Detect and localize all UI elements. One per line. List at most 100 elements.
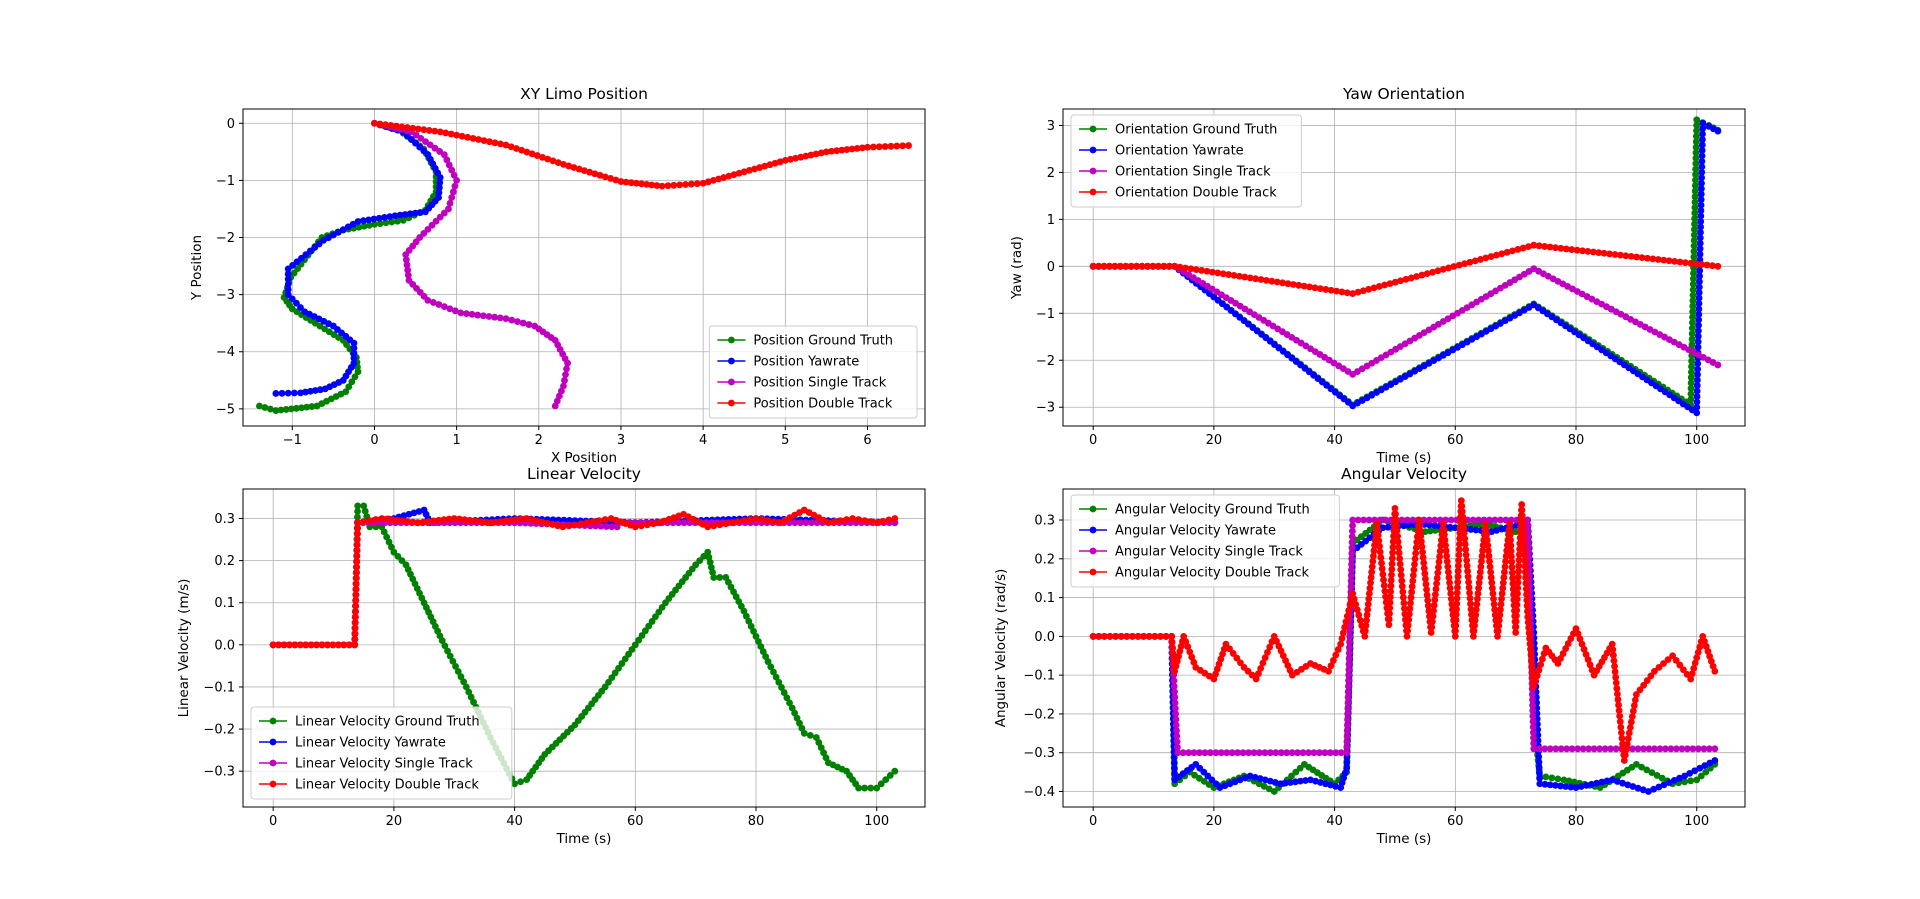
chart-linvel: 0 20 40 60 80 100 −0.3 −0.2 −0.1 0.0 0.1 0.2 0.3 Line… [176, 465, 926, 847]
data-point [891, 767, 899, 775]
data-point [1526, 635, 1533, 642]
data-point [680, 519, 688, 527]
data-point [475, 136, 482, 143]
data-point [1234, 749, 1242, 757]
data-point [1616, 718, 1624, 726]
data-point [1475, 584, 1482, 592]
data-point [1520, 534, 1527, 542]
series-xy-2 [371, 119, 571, 410]
data-point [1409, 516, 1417, 524]
x-tick-label: 80 [1568, 433, 1585, 448]
data-point [855, 516, 863, 523]
data-point [450, 515, 458, 522]
data-point [1518, 501, 1526, 508]
data-point [1385, 615, 1393, 623]
data-point [1681, 772, 1689, 780]
data-point [1478, 552, 1486, 560]
data-point [817, 149, 825, 157]
data-point [1529, 712, 1537, 720]
data-point [351, 635, 359, 643]
data-point [658, 182, 666, 190]
data-point [1530, 745, 1538, 753]
data-point [496, 314, 504, 322]
data-point [638, 632, 646, 639]
data-point [402, 251, 410, 259]
data-point [450, 171, 458, 179]
data-point [571, 521, 579, 529]
data-point [406, 210, 414, 218]
data-point [762, 653, 770, 661]
legend-marker [1089, 146, 1097, 154]
data-point [1436, 553, 1444, 560]
data-point [1416, 521, 1424, 529]
data-point [293, 299, 300, 307]
data-point [1714, 127, 1722, 135]
data-point [351, 613, 359, 621]
data-point [1487, 574, 1495, 581]
data-point [1264, 648, 1271, 656]
data-point [430, 517, 437, 525]
data-point [1348, 538, 1356, 546]
x-axis-label: Time (s) [1376, 831, 1432, 847]
series-xy-3 [371, 119, 912, 190]
data-point [446, 199, 454, 207]
data-point [1562, 783, 1570, 790]
data-point [1347, 572, 1355, 579]
x-tick-label: 20 [386, 814, 403, 829]
data-point [551, 402, 559, 410]
data-point [1427, 629, 1435, 636]
data-point [1693, 121, 1701, 129]
data-point [1344, 693, 1352, 701]
data-point [1651, 667, 1658, 675]
data-point [1696, 272, 1703, 280]
data-point [352, 580, 360, 588]
data-point [1649, 255, 1657, 263]
data-point [887, 142, 895, 150]
data-point [502, 141, 510, 149]
data-point [1348, 560, 1355, 568]
data-point [431, 127, 439, 135]
data-point [1696, 245, 1704, 253]
data-point [1529, 729, 1537, 736]
data-point [1554, 660, 1562, 667]
data-point [1395, 549, 1403, 557]
data-point [1535, 242, 1543, 250]
y-tick-label: 2 [1047, 166, 1055, 181]
data-point [1494, 632, 1501, 640]
data-point [575, 165, 583, 173]
data-point [797, 519, 804, 527]
data-point [1196, 774, 1203, 782]
data-point [1541, 780, 1549, 788]
data-point [449, 657, 457, 665]
data-point [1696, 234, 1704, 242]
data-point [549, 521, 556, 528]
data-point [740, 607, 748, 615]
data-point [882, 776, 890, 784]
data-point [1261, 654, 1269, 662]
data-point [1191, 771, 1198, 779]
data-point [1469, 516, 1477, 524]
data-point [1529, 707, 1537, 715]
data-point [1171, 262, 1179, 270]
data-point [1519, 529, 1527, 537]
data-point [404, 518, 412, 525]
data-point [1692, 160, 1700, 168]
data-point [605, 678, 612, 686]
data-point [1626, 724, 1634, 731]
data-point [1633, 253, 1641, 261]
data-point [1188, 653, 1196, 661]
data-point [1201, 749, 1209, 757]
legend-item: Orientation Ground Truth [1079, 123, 1277, 138]
data-point [1628, 713, 1636, 720]
data-point [1629, 745, 1636, 753]
legend-label: Angular Velocity Ground Truth [1115, 503, 1310, 518]
data-point [1519, 517, 1526, 525]
data-point [601, 683, 609, 691]
data-point [1693, 116, 1701, 124]
data-point [1348, 555, 1356, 563]
data-point [1499, 579, 1507, 587]
data-point [652, 613, 659, 621]
data-point [1624, 781, 1632, 789]
data-point [1688, 363, 1695, 370]
data-point [740, 517, 748, 524]
